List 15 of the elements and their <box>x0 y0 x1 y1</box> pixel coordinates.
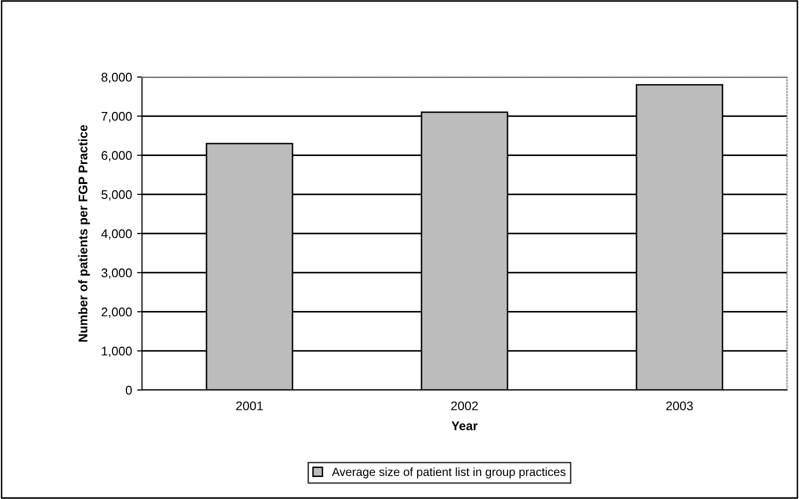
y-tick-label: 0 <box>126 386 132 395</box>
x-tick-label: 2002 <box>451 401 478 410</box>
y-tick-label: 6,000 <box>102 151 132 162</box>
y-tick-label: 8,000 <box>102 72 132 84</box>
y-axis-title: Number of patients per FGP Practice <box>78 124 90 342</box>
y-tick-label: 7,000 <box>102 112 132 122</box>
x-axis-title: Year <box>452 422 478 430</box>
y-tick-label: 1,000 <box>102 346 132 358</box>
x-tick-label: 2001 <box>236 401 263 410</box>
y-tick-label: 3,000 <box>101 268 132 279</box>
y-tick-label: 5,000 <box>102 190 132 201</box>
legend-label: Average size of patient list in group practices <box>332 467 566 478</box>
y-tick-label: 4,000 <box>101 229 132 240</box>
x-tick-label: 2003 <box>666 401 693 410</box>
y-tick-label: 2,000 <box>102 308 132 318</box>
